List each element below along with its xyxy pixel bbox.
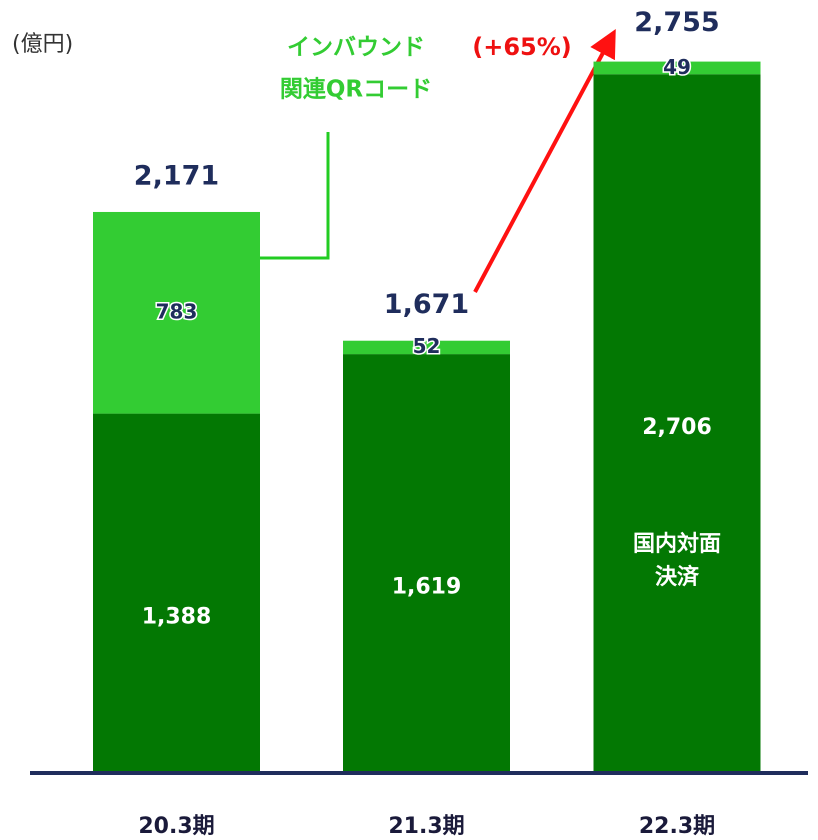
bar-segment (343, 340, 510, 355)
segment-label: 783 (156, 299, 198, 323)
inbound-arrow (236, 132, 330, 270)
segment-label: 1,619 (392, 575, 462, 600)
domestic-label: 決済 (655, 564, 700, 590)
total-label: 2,755 (634, 7, 719, 38)
segment-label: 52 (413, 334, 441, 358)
bar-segment (343, 354, 510, 771)
x-tick-label: 21.3期 (388, 814, 464, 839)
bar-segment (93, 211, 260, 414)
segment-label: 49 (663, 55, 691, 79)
segment-label: 1,388 (142, 604, 212, 629)
segment-label: 2,706 (642, 415, 712, 440)
domestic-label: 国内対面 (633, 532, 721, 557)
inbound-label: インバウンド (287, 35, 425, 61)
total-label: 1,671 (384, 289, 469, 320)
x-tick-label: 20.3期 (138, 814, 214, 839)
growth-label: (+65%) (472, 33, 572, 61)
growth-arrow (473, 28, 616, 293)
bar-segment (93, 413, 260, 771)
x-tick-label: 22.3期 (639, 814, 715, 839)
bar-segment (593, 74, 761, 771)
total-label: 2,171 (134, 160, 219, 191)
unit-label: (億円) (12, 32, 73, 57)
inbound-label: 関連QRコード (280, 77, 432, 103)
bar-segment (593, 61, 761, 75)
